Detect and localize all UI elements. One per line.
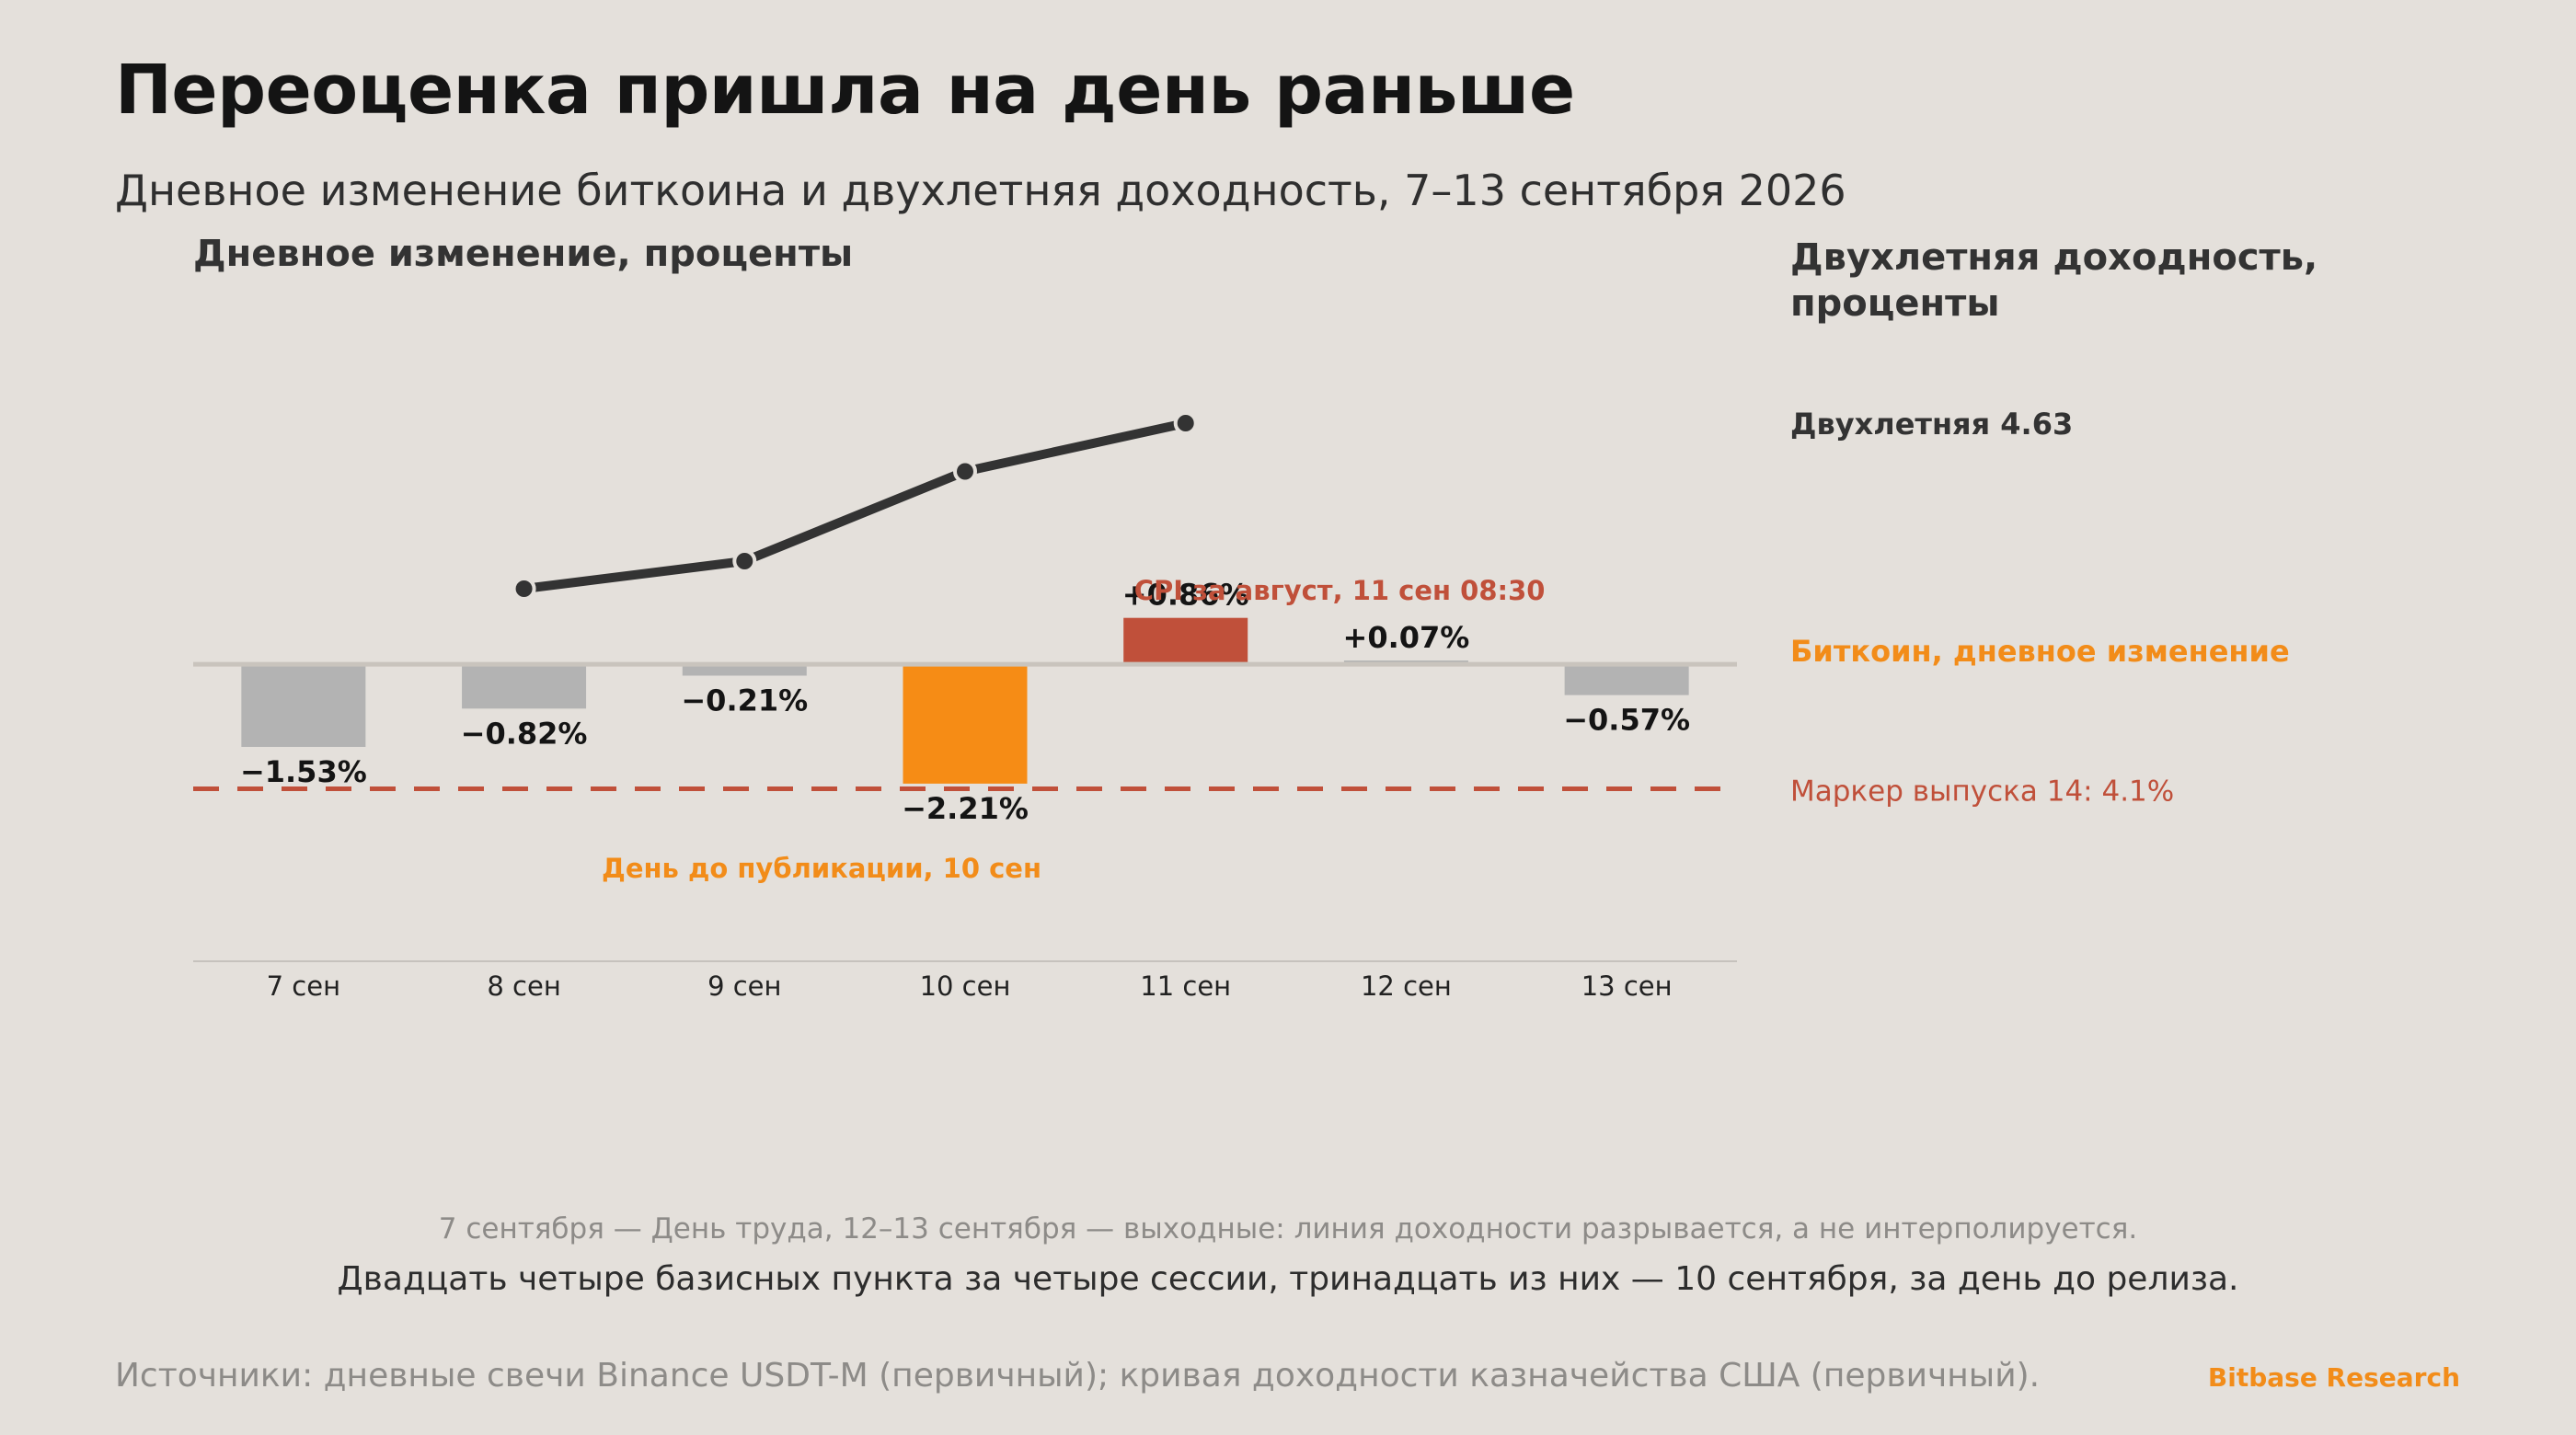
x-tick-label: 11 сен [1140,970,1231,1002]
bar-2 [462,664,587,709]
bar-7 [1564,664,1689,695]
yield-point [1173,411,1198,435]
footnote-summary: Двадцать четыре базисных пункта за четыр… [337,1260,2239,1298]
x-tick-label: 10 сен [920,970,1011,1002]
bar-value-label: −0.82% [461,716,588,751]
footnote-gaps: 7 сентября — День труда, 12–13 сентября … [438,1212,2138,1246]
brand-logo: Bitbase Research [2207,1362,2460,1393]
bar-value-label: −0.57% [1563,703,1690,738]
bar-1 [241,664,366,747]
x-tick-label: 7 сен [267,970,340,1002]
bar-value-label: +0.07% [1343,620,1470,655]
cpi-annotation: CPI за август, 11 сен 08:30 [1134,575,1546,606]
yield-end-label: Двухлетняя 4.63 [1790,407,2073,442]
yield-point [953,459,977,484]
bar-value-label: −1.53% [240,754,367,789]
yield-point [732,549,757,573]
bitcoin-series-label: Биткоин, дневное изменение [1790,634,2290,669]
bar-3 [682,664,807,676]
reference-line-label: Маркер выпуска 14: 4.1% [1790,775,2174,809]
bar-value-label: +0.86% [1122,578,1249,613]
yield-line [519,419,1190,593]
x-tick-label: 13 сен [1581,970,1673,1002]
sources-text: Источники: дневные свечи Binance USDT-M … [115,1357,2041,1395]
bar-value-label: −0.21% [681,683,808,718]
right-axis-title: Двухлетняя доходность, проценты [1790,236,2317,325]
bar-4 [903,664,1028,784]
x-tick-label: 12 сен [1361,970,1452,1002]
x-tick-label: 9 сен [707,970,781,1002]
pre-release-annotation: День до публикации, 10 сен [602,853,1041,884]
yield-point [512,577,536,601]
chart-subtitle: Дневное изменение биткоина и двухлетняя … [115,166,1846,215]
left-axis-title: Дневное изменение, проценты [193,233,853,275]
plot-area: Маркер выпуска 14: 4.1% −1.53% −0.82% −0.21… [193,407,2290,1002]
bar-5 [1123,617,1248,665]
bar-value-label: −2.21% [902,791,1029,826]
chart-title: Переоценка пришла на день раньше [115,51,1575,130]
x-tick-label: 8 сен [487,970,560,1002]
